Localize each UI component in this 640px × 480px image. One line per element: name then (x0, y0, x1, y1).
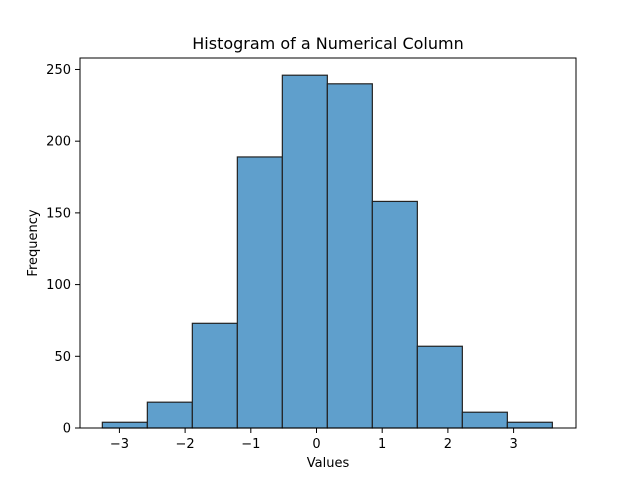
histogram-bar-8 (461, 411, 508, 429)
plot-area-frame (79, 57, 577, 429)
x-tick-label: 1 (378, 437, 386, 452)
x-tick-label: −1 (241, 437, 260, 452)
histogram-bar-1 (146, 401, 193, 429)
y-axis-label: Frequency (26, 209, 41, 276)
x-axis-label: Values (307, 456, 350, 471)
y-tick-label: 200 (46, 135, 71, 150)
y-tick-label: 0 (63, 422, 71, 437)
histogram-bar-3 (236, 156, 283, 429)
y-tick-label: 50 (54, 350, 71, 365)
histogram-bar-2 (191, 322, 238, 429)
x-tick-label: 2 (444, 437, 452, 452)
y-axis: 0 50 100 150 200 250 (46, 63, 80, 437)
histogram-bar-7 (416, 345, 463, 429)
x-tick-label: 0 (312, 437, 320, 452)
y-tick-label: 150 (46, 206, 71, 221)
histogram-bar-4 (281, 74, 328, 429)
histogram-bar-5 (326, 83, 373, 429)
x-tick-label: 3 (509, 437, 517, 452)
histogram-bar-0 (101, 421, 148, 429)
x-tick-label: −3 (110, 437, 129, 452)
y-tick-label: 250 (46, 63, 71, 78)
histogram-bar-6 (371, 200, 418, 429)
x-axis: −3 −2 −1 0 1 2 3 (110, 428, 518, 452)
x-tick-label: −2 (176, 437, 195, 452)
bars-group (101, 74, 553, 429)
histogram-bar-9 (506, 421, 553, 429)
chart-title: Histogram of a Numerical Column (192, 34, 463, 53)
y-tick-label: 100 (46, 278, 71, 293)
